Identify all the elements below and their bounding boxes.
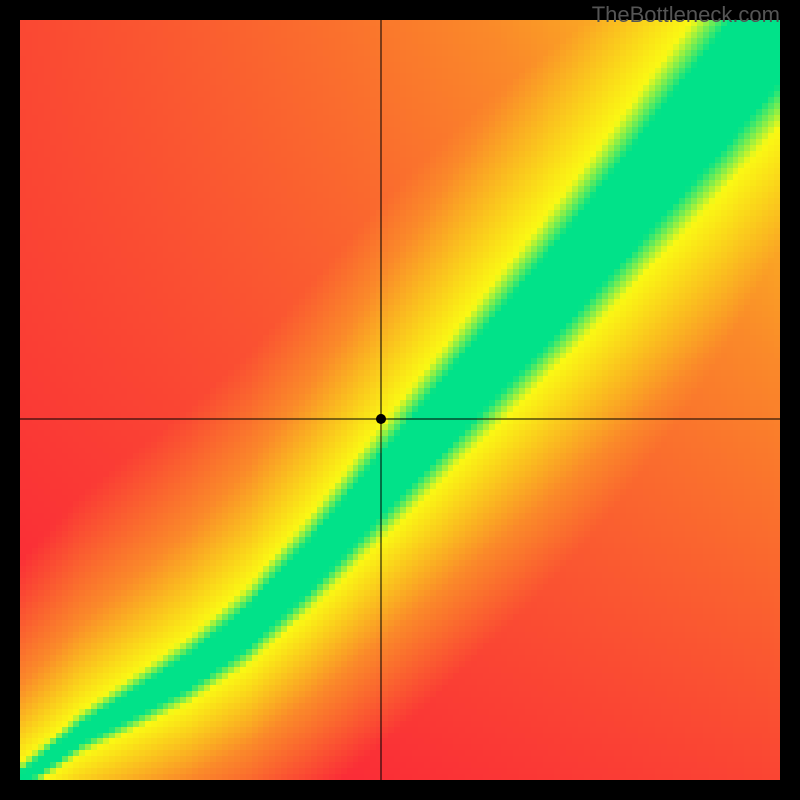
watermark-text: TheBottleneck.com <box>592 2 780 28</box>
bottleneck-heatmap <box>0 0 800 800</box>
chart-container: TheBottleneck.com <box>0 0 800 800</box>
